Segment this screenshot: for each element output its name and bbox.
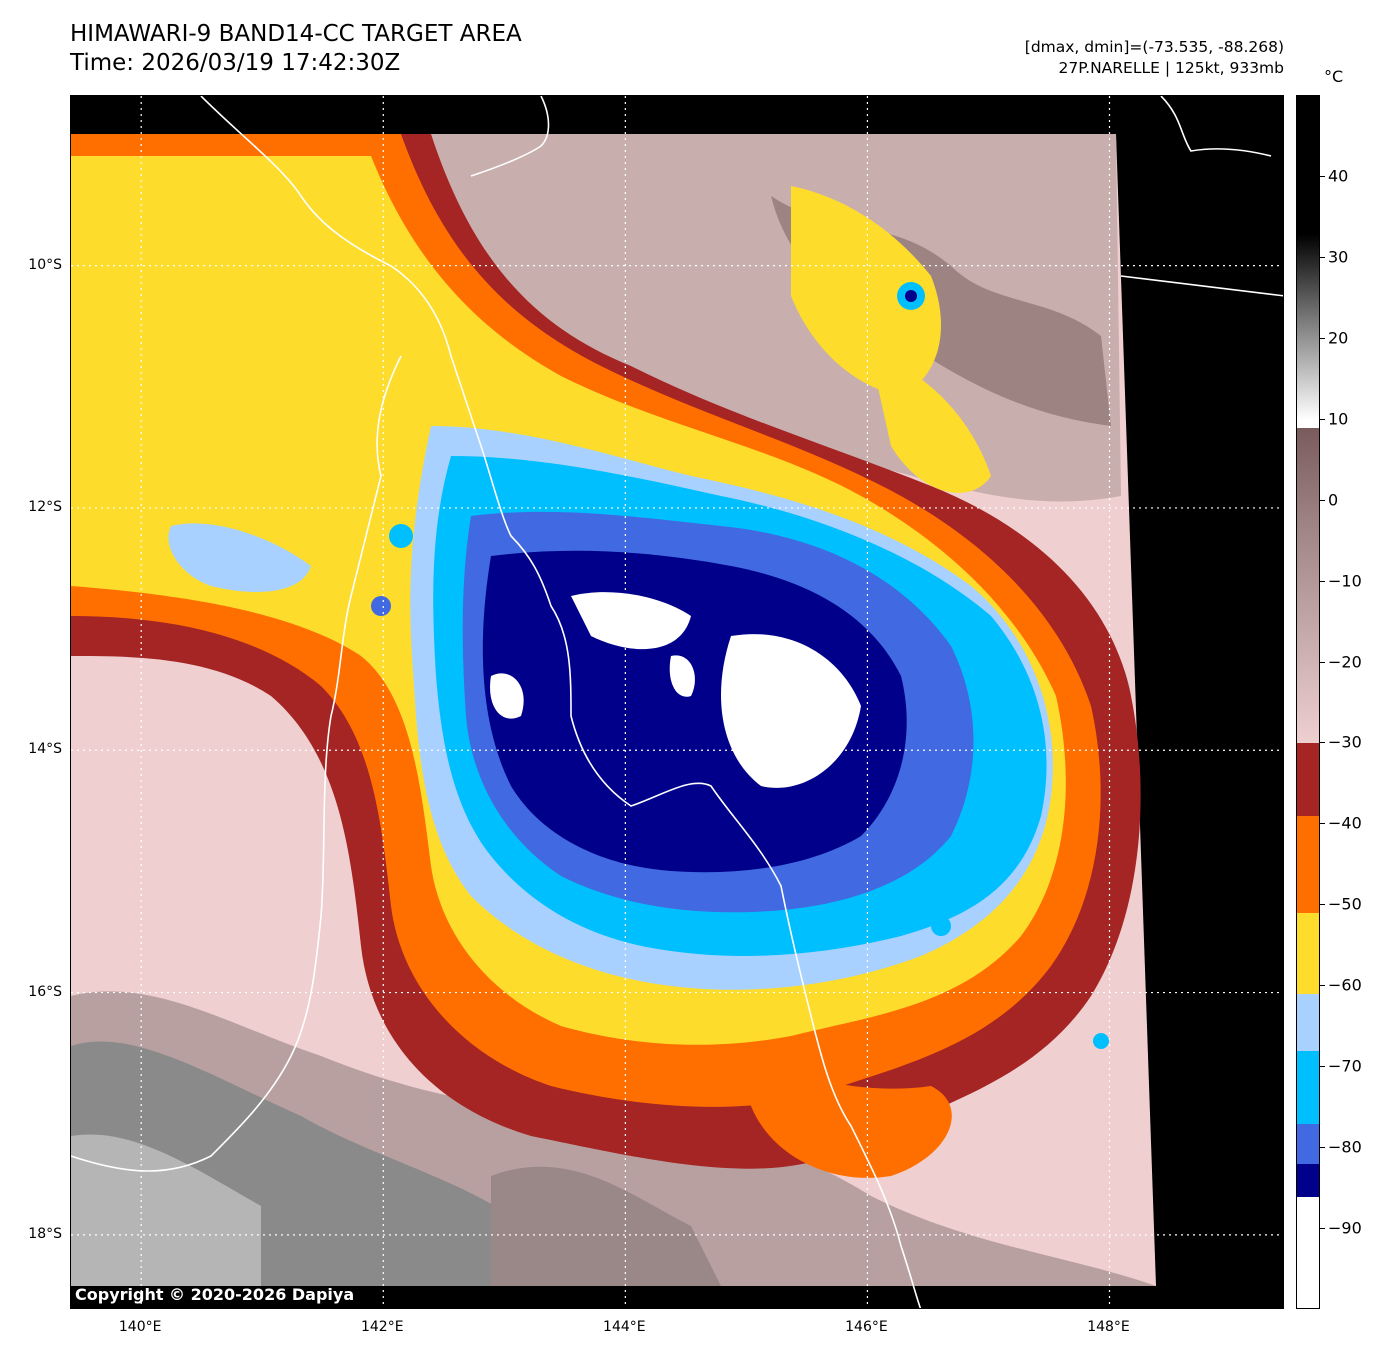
colorbar-tick (1320, 823, 1325, 825)
colorbar-tick-label: −70 (1328, 1056, 1362, 1076)
colorbar-segment (1297, 994, 1319, 1051)
colorbar-tick-label: −20 (1328, 652, 1362, 672)
colorbar-tick-label: 0 (1328, 490, 1339, 510)
colorbar-segment (1297, 913, 1319, 995)
colorbar-segment (1297, 1164, 1319, 1197)
lat-label: 18°S (28, 1225, 62, 1242)
coastline (71, 96, 1283, 1308)
time-line: Time: 2026/03/19 17:42:30Z (70, 50, 401, 76)
colorbar-tick-label: 30 (1328, 247, 1349, 267)
colorbar-tick-label: −80 (1328, 1137, 1362, 1157)
figure-title: HIMAWARI-9 BAND14-CC TARGET AREA Time: 2… (70, 20, 522, 78)
colorbar-tick (1320, 256, 1325, 258)
colorbar-tick-label: −90 (1328, 1218, 1362, 1238)
copyright-text: Copyright © 2020-2026 Dapiya (75, 1285, 355, 1304)
colorbar-tick-label: −60 (1328, 975, 1362, 995)
storm-meta: [dmax, dmin]=(-73.535, -88.268) 27P.NARE… (1025, 37, 1284, 79)
lat-label: 16°S (28, 983, 62, 1000)
title-line: HIMAWARI-9 BAND14-CC TARGET AREA (70, 21, 522, 47)
colorbar-tick (1320, 904, 1325, 906)
colorbar-tick (1320, 661, 1325, 663)
lon-label: 146°E (845, 1319, 888, 1335)
colorbar-tick-label: −30 (1328, 732, 1362, 752)
colorbar-tick (1320, 175, 1325, 177)
colorbar-tick-label: 20 (1328, 328, 1349, 348)
colorbar-tick-label: 40 (1328, 166, 1349, 186)
colorbar-tick (1320, 580, 1325, 582)
colorbar-tick (1320, 742, 1325, 744)
colorbar-tick (1320, 985, 1325, 987)
lon-label: 140°E (118, 1319, 162, 1335)
colorbar-tick-label: −50 (1328, 894, 1362, 914)
colorbar-tick (1320, 1228, 1325, 1230)
colorbar-tick (1320, 418, 1325, 420)
colorbar-tick-label: 10 (1328, 409, 1349, 429)
colorbar-segment (1297, 1123, 1319, 1165)
map-svg (71, 96, 1283, 1308)
lat-label: 14°S (28, 741, 62, 758)
colorbar-tick (1320, 499, 1325, 501)
lat-label: 10°S (28, 256, 62, 273)
colorbar (1296, 95, 1320, 1309)
colorbar-gradient (1297, 233, 1319, 420)
colorbar-segment (1297, 419, 1319, 428)
colorbar-segment (1297, 1051, 1319, 1124)
lon-label: 144°E (603, 1319, 646, 1335)
lon-label: 148°E (1087, 1319, 1130, 1335)
dmax-dmin-text: [dmax, dmin]=(-73.535, -88.268) (1024, 38, 1284, 56)
colorbar-tick (1320, 1066, 1325, 1068)
colorbar-segment (1297, 743, 1319, 817)
colorbar-segment (1297, 96, 1319, 258)
cloud-shield (71, 134, 1141, 1178)
colorbar-tick-label: −40 (1328, 813, 1362, 833)
colorbar-tick (1320, 337, 1325, 339)
satellite-map: Copyright © 2020-2026 Dapiya (70, 95, 1284, 1309)
colorbar-gradient (1297, 427, 1319, 744)
graticule (71, 96, 1283, 1308)
colorbar-segment (1297, 816, 1319, 914)
storm-info-text: 27P.NARELLE | 125kt, 933mb (1058, 59, 1285, 77)
colorbar-segment (1297, 1196, 1319, 1308)
lat-label: 12°S (28, 498, 62, 515)
colorbar-tick-label: −10 (1328, 571, 1362, 591)
lon-label: 142°E (360, 1319, 404, 1335)
colorbar-tick (1320, 1147, 1325, 1149)
colorbar-unit: °C (1324, 67, 1344, 86)
